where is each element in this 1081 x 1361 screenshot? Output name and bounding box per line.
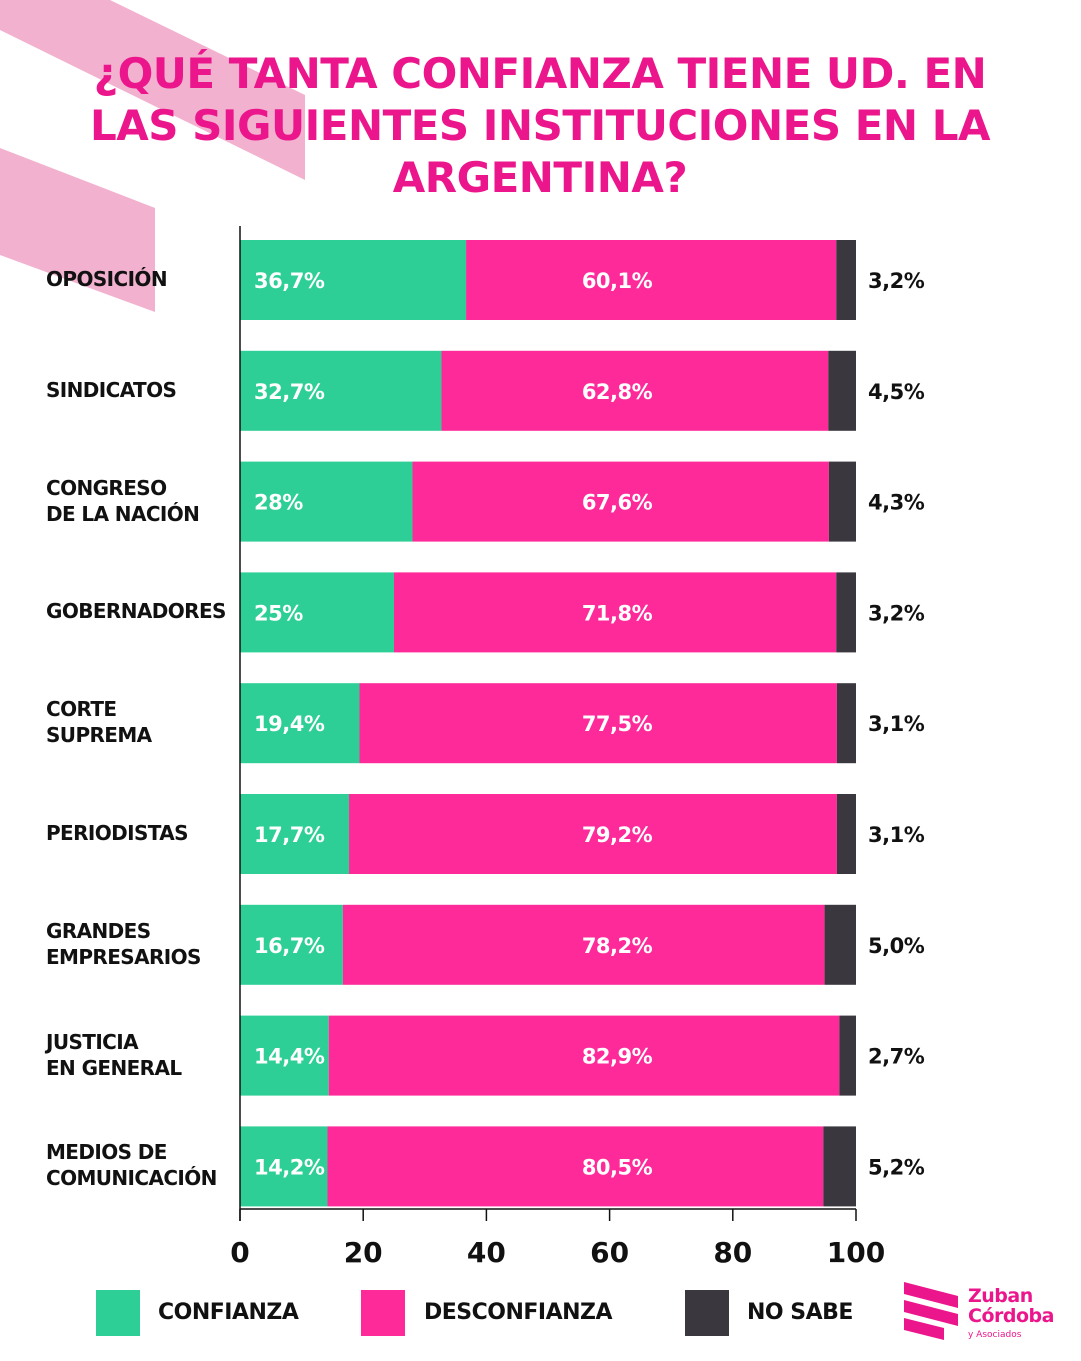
data-label-desconfianza: 77,5% [582,712,653,736]
data-label-confianza: 25% [254,601,303,625]
bar-segment [240,350,442,431]
category-label: MEDIOS DE COMUNICACIÓN [46,1140,217,1191]
bar-segment [349,794,837,874]
data-label-confianza: 19,4% [254,712,325,736]
category-label: GRANDES EMPRESARIOS [46,918,201,969]
category-label: JUSTICIA EN GENERAL [46,1029,182,1080]
data-label-desconfianza: 71,8% [582,601,653,625]
decorative-stripes [0,0,305,312]
legend-swatch-no-sabe [685,1290,729,1336]
logo-line-2: Córdoba [968,1305,1054,1327]
data-label-confianza: 32,7% [254,380,325,404]
bar-segment [240,683,360,764]
x-tick-label: 80 [713,1236,752,1269]
x-tick-label: 100 [827,1236,885,1269]
bar-segment [836,240,856,320]
category-label: SINDICATOS [46,377,177,402]
logo-subtitle: y Asociados [968,1330,1022,1340]
data-label-no-sabe: 5,2% [868,1155,925,1179]
bar-segment [836,572,856,653]
data-label-no-sabe: 3,1% [868,712,925,736]
bar-segment [327,1126,824,1207]
bar-segment [836,794,856,874]
chart-title: ¿QUÉ TANTA CONFIANZA TIENE UD. EN LAS SI… [90,49,990,202]
bar-segment [412,461,829,542]
legend-label-desconfianza: DESCONFIANZA [424,1300,613,1325]
data-label-confianza: 16,7% [254,934,325,958]
data-label-no-sabe: 4,5% [868,380,925,404]
bar-segment [240,794,350,874]
bar-segment [839,1015,856,1096]
x-tick-label: 20 [344,1236,383,1269]
data-label-confianza: 28% [254,491,303,515]
x-tick-label: 60 [590,1236,629,1269]
bar-segment [441,350,829,431]
data-label-confianza: 14,2% [254,1155,325,1179]
legend-label-confianza: CONFIANZA [158,1300,299,1325]
x-tick-label: 40 [467,1236,506,1269]
category-label: OPOSICIÓN [46,267,168,291]
bar-segment [836,683,856,764]
data-label-desconfianza: 67,6% [582,491,653,515]
logo-wordmark: Zuban Córdoba [968,1286,1054,1326]
zuban-cordoba-logo-icon [904,1282,958,1340]
legend: CONFIANZA DESCONFIANZA NO SABE [0,1290,1081,1340]
category-label: PERIODISTAS [46,821,189,845]
bar-segment [823,1126,856,1207]
data-label-desconfianza: 78,2% [582,934,653,958]
legend-swatch-confianza [96,1290,140,1336]
data-label-desconfianza: 60,1% [582,269,653,293]
bar-segment [359,683,837,764]
data-label-no-sabe: 3,1% [868,823,925,847]
legend-label-no-sabe: NO SABE [747,1300,853,1325]
bar-segment [342,904,825,985]
logo-line-1: Zuban [968,1285,1033,1307]
legend-swatch-desconfianza [361,1290,405,1336]
bar-segment [328,1015,840,1096]
bar-segment [828,350,856,431]
bar-segment [240,904,343,985]
category-label: CORTE SUPREMA [46,697,152,748]
category-label: GOBERNADORES [46,599,226,624]
data-label-confianza: 36,7% [254,269,325,293]
bar-segment [240,240,467,320]
x-tick-label: 0 [230,1236,249,1269]
data-label-no-sabe: 2,7% [868,1045,925,1069]
data-label-desconfianza: 80,5% [582,1155,653,1179]
data-label-confianza: 17,7% [254,823,325,847]
bar-segment [240,572,394,653]
data-label-no-sabe: 5,0% [868,934,925,958]
bar-segment [394,572,837,653]
bar-segment [466,240,837,320]
data-label-desconfianza: 62,8% [582,380,653,404]
data-label-no-sabe: 3,2% [868,269,925,293]
category-label: CONGRESO DE LA NACIÓN [46,475,200,526]
bar-segment [240,1015,329,1096]
bar-segment [240,1126,328,1207]
bar-segment [824,904,856,985]
data-label-no-sabe: 4,3% [868,491,925,515]
data-label-confianza: 14,4% [254,1045,325,1069]
data-label-desconfianza: 79,2% [582,823,653,847]
bar-segment [828,461,856,542]
data-label-desconfianza: 82,9% [582,1045,653,1069]
data-label-no-sabe: 3,2% [868,601,925,625]
bar-segment [240,461,413,542]
